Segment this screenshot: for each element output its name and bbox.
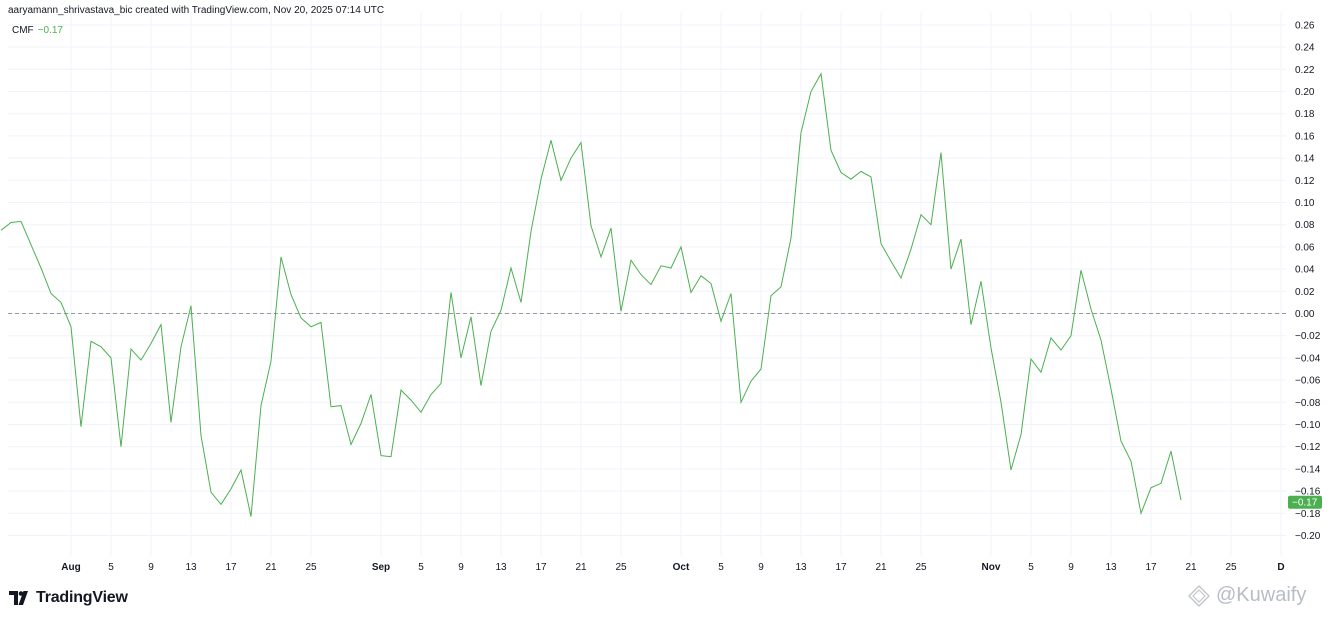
- watermark-text: @Kuwaify: [1216, 584, 1307, 606]
- y-tick-label: 0.04: [1295, 265, 1315, 276]
- indicator-name: CMF: [12, 25, 34, 36]
- y-tick-label: −0.08: [1295, 398, 1321, 409]
- y-tick-label: 0.06: [1295, 242, 1315, 253]
- y-tick-label: 0.08: [1295, 220, 1315, 231]
- y-tick-label: −0.10: [1295, 420, 1321, 431]
- x-tick-label: 17: [535, 562, 547, 573]
- indicator-legend[interactable]: CMF −0.17: [12, 25, 63, 36]
- x-tick-label: 5: [718, 562, 724, 573]
- price-axis[interactable]: 0.26 0.24 0.22 0.20 0.18 0.16 0.14 0.12 0.10 0.08…: [1295, 20, 1321, 542]
- x-tick-label: 5: [108, 562, 114, 573]
- x-tick-label: Sep: [372, 562, 390, 573]
- y-tick-label: −0.12: [1295, 442, 1321, 453]
- y-tick-label: 0.18: [1295, 109, 1315, 120]
- last-value-text: −0.17: [1292, 498, 1318, 509]
- x-tick-label: 9: [1068, 562, 1074, 573]
- x-tick-label: 21: [875, 562, 887, 573]
- y-tick-label: 0.16: [1295, 131, 1315, 142]
- chart-attribution: aaryamann_shrivastava_bic created with T…: [8, 5, 385, 16]
- y-tick-label: 0.24: [1295, 43, 1315, 54]
- y-tick-label: −0.06: [1295, 376, 1321, 387]
- watermark: @Kuwaify: [1188, 584, 1306, 607]
- x-tick-label: 21: [575, 562, 587, 573]
- tradingview-brand-name: TradingView: [36, 589, 128, 606]
- last-value-badge: [1288, 495, 1322, 509]
- y-tick-label: 0.00: [1295, 309, 1315, 320]
- cmf-series-line[interactable]: [0, 72, 1182, 517]
- x-tick-label: Aug: [61, 562, 80, 573]
- y-tick-label: 0.22: [1295, 65, 1315, 76]
- x-tick-label: 17: [225, 562, 237, 573]
- x-tick-label: 17: [1145, 562, 1157, 573]
- x-tick-label: 17: [835, 562, 847, 573]
- x-tick-label: Oct: [673, 562, 690, 573]
- indicator-value: −0.17: [37, 25, 63, 36]
- grid-lines: [8, 12, 1286, 556]
- x-tick-label: 25: [305, 562, 317, 573]
- x-tick-label: 13: [795, 562, 807, 573]
- y-tick-label: 0.12: [1295, 176, 1315, 187]
- y-tick-label: 0.10: [1295, 198, 1315, 209]
- tradingview-brand[interactable]: TradingView: [9, 589, 128, 607]
- y-tick-label: 0.26: [1295, 20, 1315, 31]
- y-tick-label: 0.20: [1295, 87, 1315, 98]
- x-tick-label: 9: [458, 562, 464, 573]
- y-tick-label: −0.02: [1295, 331, 1321, 342]
- time-axis[interactable]: Aug 5 9 13 17 21 25 Sep 5 9 13 17 21 25 Oct 5 9 13 17 21 25 N…: [61, 562, 1284, 573]
- x-tick-label: 25: [1225, 562, 1237, 573]
- y-tick-label: −0.14: [1295, 464, 1321, 475]
- tradingview-logo-icon: [9, 591, 28, 605]
- y-tick-label: −0.16: [1295, 487, 1321, 498]
- x-tick-label: 21: [1185, 562, 1197, 573]
- x-tick-label: 9: [148, 562, 154, 573]
- x-tick-label: 25: [615, 562, 627, 573]
- y-tick-label: −0.20: [1295, 531, 1321, 542]
- x-tick-label: 13: [495, 562, 507, 573]
- x-tick-label: 5: [418, 562, 424, 573]
- y-tick-label: −0.04: [1295, 353, 1321, 364]
- y-tick-label: −0.18: [1295, 509, 1321, 520]
- x-tick-label: 21: [265, 562, 277, 573]
- x-tick-label: Nov: [982, 562, 1001, 573]
- x-tick-label: 9: [758, 562, 764, 573]
- x-tick-label: 13: [185, 562, 197, 573]
- x-tick-label: D: [1277, 562, 1284, 573]
- kuwaify-logo-icon: [1188, 584, 1210, 607]
- y-tick-label: 0.14: [1295, 154, 1315, 165]
- last-value-label: −0.17: [1288, 495, 1322, 509]
- y-tick-label: 0.02: [1295, 287, 1315, 298]
- x-tick-label: 5: [1028, 562, 1034, 573]
- x-tick-label: 25: [915, 562, 927, 573]
- x-tick-label: 13: [1105, 562, 1117, 573]
